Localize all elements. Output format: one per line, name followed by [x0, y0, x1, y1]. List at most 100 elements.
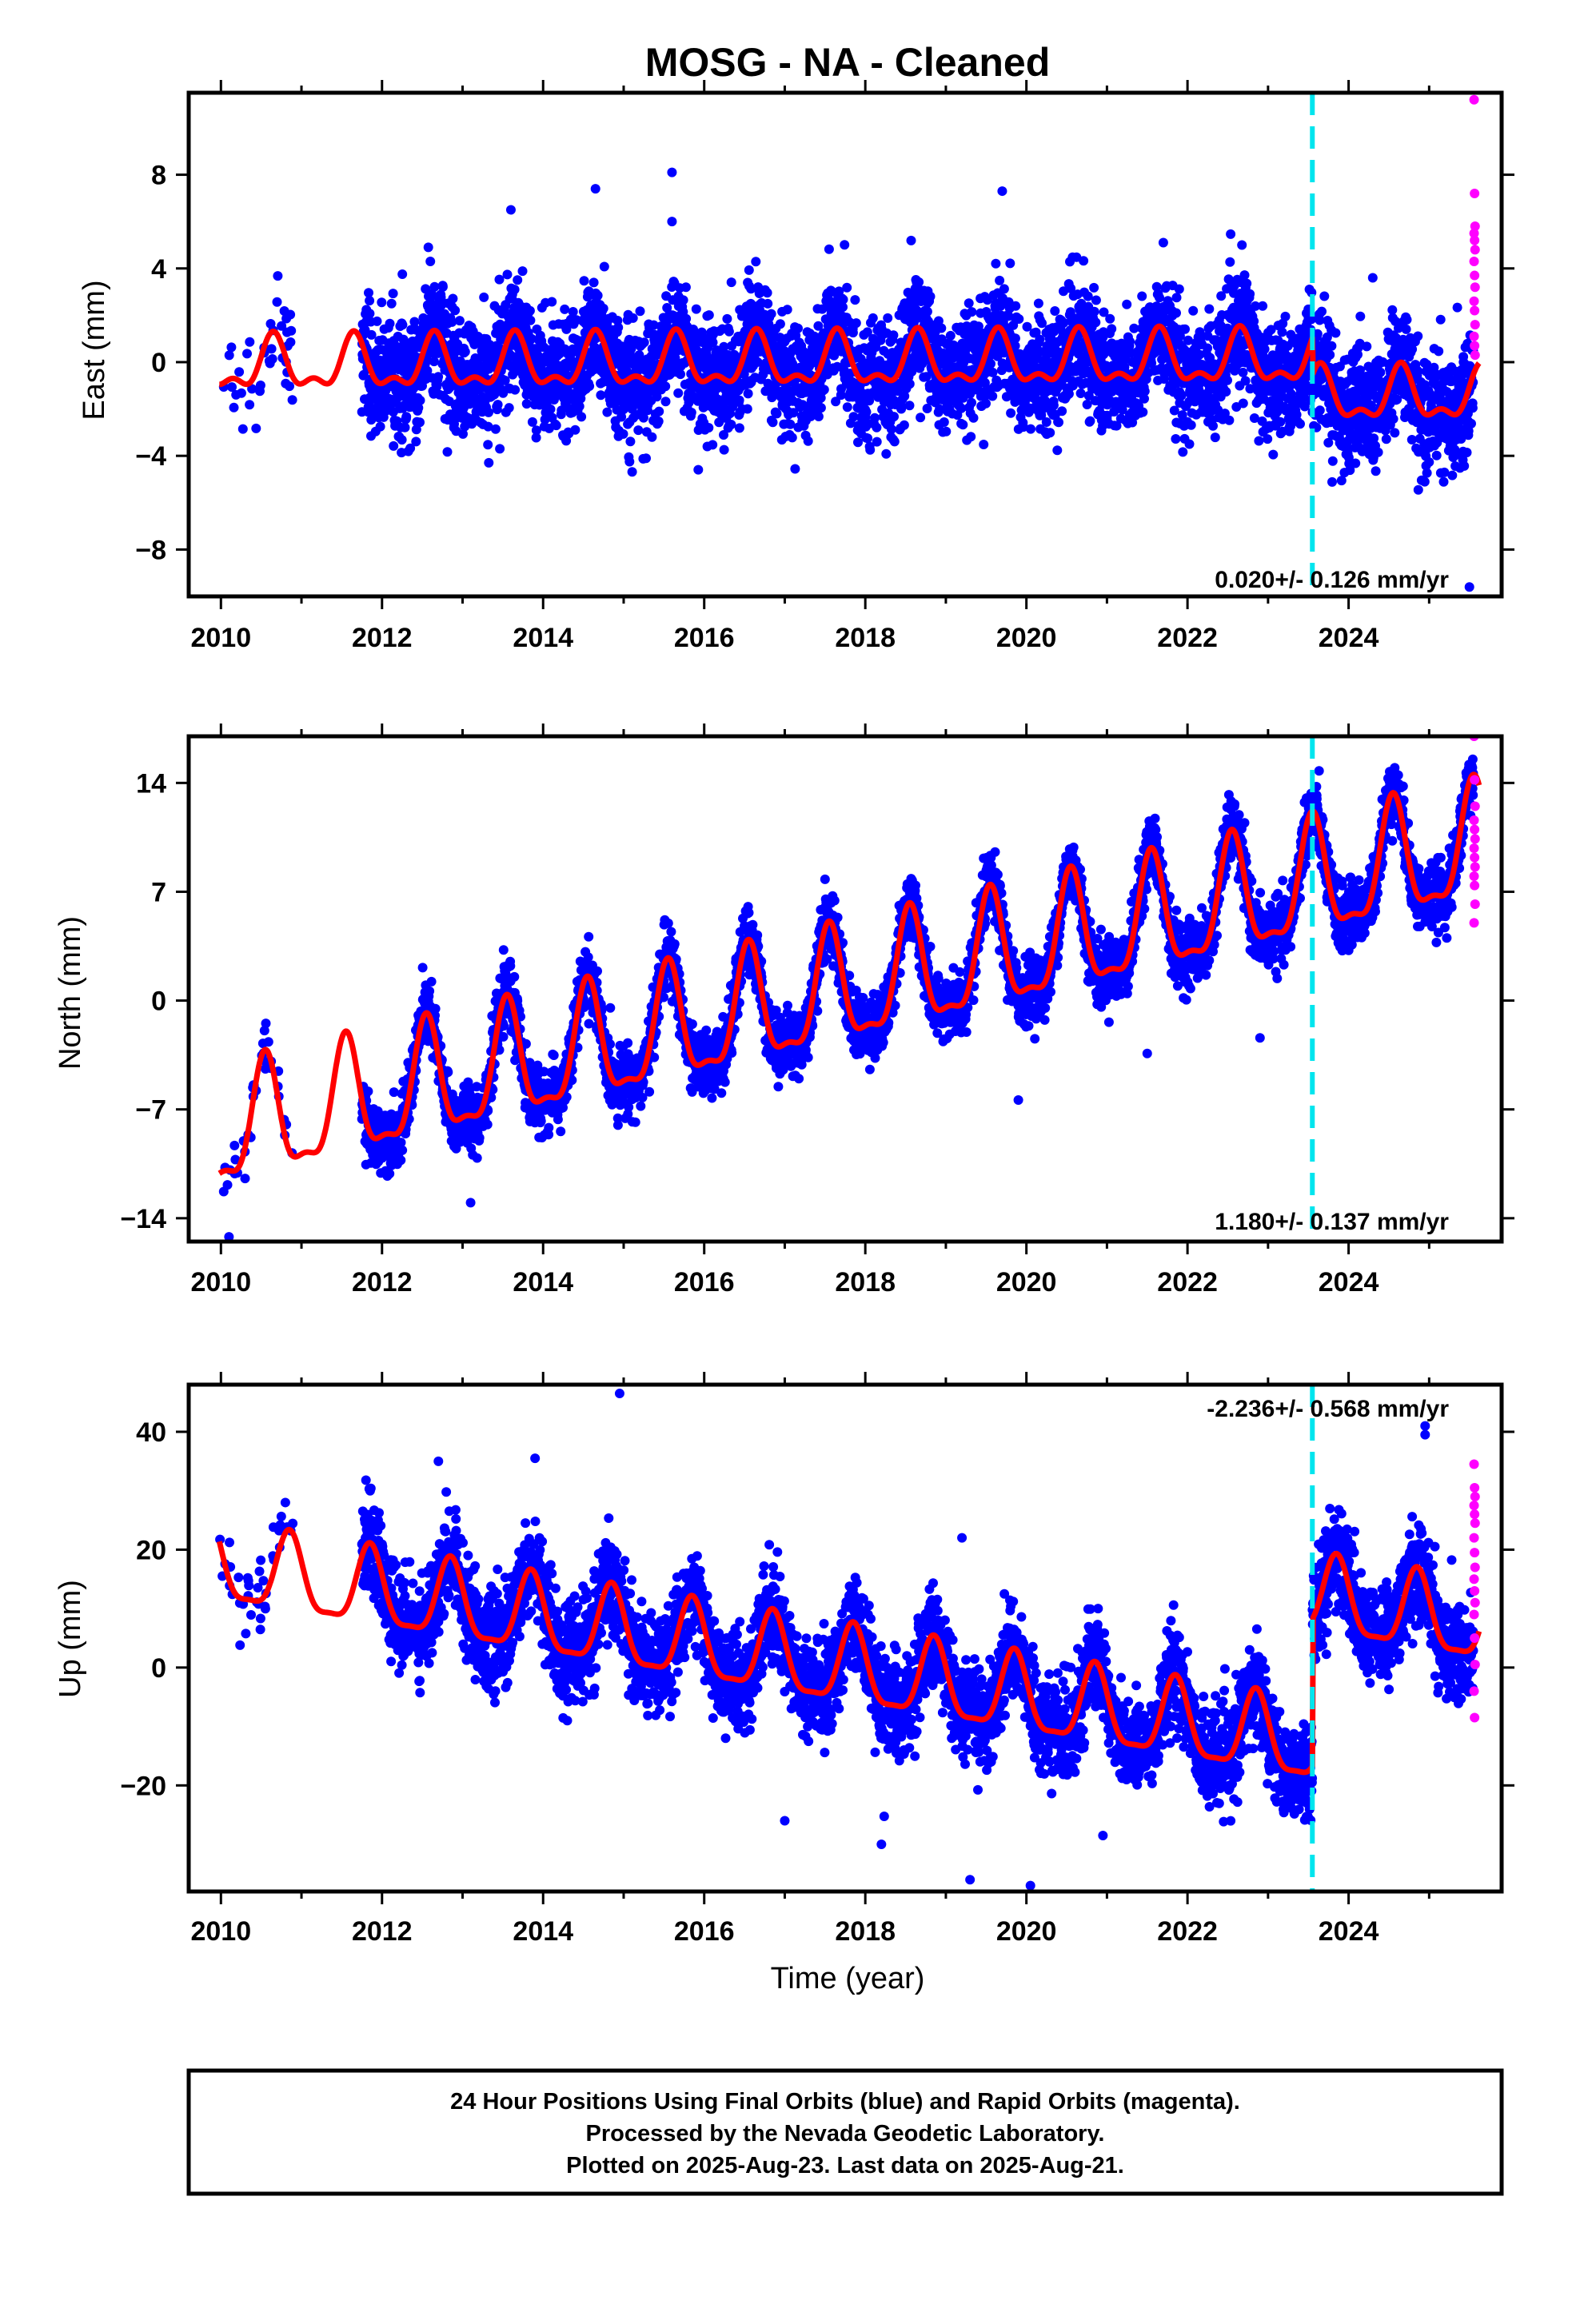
east-data-point — [1050, 306, 1060, 316]
east-data-point — [775, 319, 785, 329]
east-data-point — [888, 330, 899, 341]
east-data-point — [850, 295, 860, 305]
east-data-point — [1033, 298, 1043, 309]
east-data-point — [1195, 327, 1205, 337]
east-data-point — [450, 305, 461, 316]
east-data-point — [1351, 458, 1361, 468]
east-data-point — [628, 313, 638, 323]
east-data-point — [653, 417, 664, 426]
east-data-point — [579, 276, 589, 286]
east-data-point — [1147, 358, 1157, 369]
east-data-point — [1177, 410, 1187, 421]
east-data-point — [1275, 417, 1286, 427]
east-data-point — [1010, 341, 1020, 351]
east-data-point — [968, 413, 979, 423]
east-data-point — [1238, 367, 1248, 377]
east-data-point — [1431, 450, 1442, 460]
east-data-point — [853, 437, 863, 448]
east-data-point — [1268, 449, 1279, 460]
east-data-point — [872, 436, 882, 447]
east-data-point — [691, 304, 701, 314]
east-data-point — [790, 464, 800, 474]
east-data-point — [1183, 335, 1193, 345]
east-data-point — [722, 313, 732, 324]
east-data-point — [429, 281, 440, 292]
east-data-point — [1392, 394, 1402, 405]
east-data-point — [896, 401, 907, 412]
east-data-point — [1254, 436, 1264, 446]
east-data-point — [840, 240, 850, 250]
east-data-point — [484, 407, 493, 417]
east-data-point — [561, 436, 572, 446]
east-data-point — [1240, 376, 1251, 386]
east-data-point — [916, 413, 926, 423]
east-data-point — [813, 412, 824, 421]
east-data-point — [526, 333, 537, 344]
east-data-point — [251, 423, 261, 433]
east-data-point — [842, 402, 852, 413]
east-data-point — [1373, 447, 1383, 457]
east-data-point — [490, 424, 501, 434]
east-data-point — [892, 386, 903, 397]
east-data-point — [1327, 476, 1337, 487]
east-data-point — [1117, 405, 1127, 415]
east-data-point — [1381, 434, 1391, 444]
east-data-point — [375, 421, 385, 432]
east-data-point — [1210, 433, 1220, 443]
east-data-point — [510, 385, 521, 395]
east-data-point — [1401, 324, 1411, 334]
east-data-point — [980, 377, 990, 388]
east-data-point — [277, 321, 287, 331]
east-data-point — [1280, 311, 1291, 321]
east-data-point — [1299, 401, 1310, 412]
east-data-point — [1369, 433, 1379, 444]
east-data-point — [442, 447, 453, 457]
east-data-point — [1362, 341, 1372, 352]
east-data-point — [285, 381, 294, 392]
east-data-point — [1052, 445, 1063, 456]
east-data-point — [365, 309, 375, 319]
east-data-point — [245, 400, 255, 410]
east-data-point — [1424, 457, 1434, 467]
east-data-point — [967, 397, 976, 408]
east-data-point — [1390, 428, 1400, 438]
east-data-point — [577, 412, 587, 422]
east-data-point — [1258, 301, 1268, 311]
east-data-point — [660, 381, 671, 392]
east-data-point — [825, 297, 836, 306]
east-data-point — [824, 244, 834, 254]
east-data-point — [484, 457, 494, 468]
east-data-point — [1219, 409, 1230, 419]
east-data-point — [904, 379, 915, 389]
east-data-point — [886, 424, 896, 434]
east-data-point — [1242, 278, 1252, 289]
east-data-point — [816, 403, 826, 413]
east-data-point — [861, 407, 872, 417]
east-data-point — [1010, 333, 1020, 344]
east-data-point — [889, 412, 899, 422]
east-data-point — [1082, 400, 1092, 409]
east-data-point — [1319, 291, 1330, 301]
east-data-point — [1035, 334, 1045, 345]
east-data-point — [1223, 274, 1234, 285]
east-data-point — [493, 400, 503, 410]
east-data-point — [1224, 415, 1235, 425]
east-data-point — [448, 293, 458, 304]
east-data-point — [956, 403, 967, 413]
east-data-point — [768, 417, 778, 428]
east-data-point — [1331, 328, 1341, 338]
east-data-point — [1216, 291, 1227, 301]
east-data-point — [1208, 421, 1218, 431]
east-data-point — [1413, 366, 1423, 377]
east-data-point — [686, 408, 696, 417]
east-data-point — [991, 258, 1001, 269]
east-data-point — [397, 269, 408, 279]
east-data-point — [1006, 408, 1016, 418]
east-data-point — [793, 323, 803, 333]
east-data-point — [1355, 311, 1366, 321]
east-data-point — [1238, 398, 1248, 409]
east-data-point — [372, 316, 382, 326]
east-data-point — [1139, 386, 1150, 397]
east-data-point — [1438, 476, 1449, 487]
